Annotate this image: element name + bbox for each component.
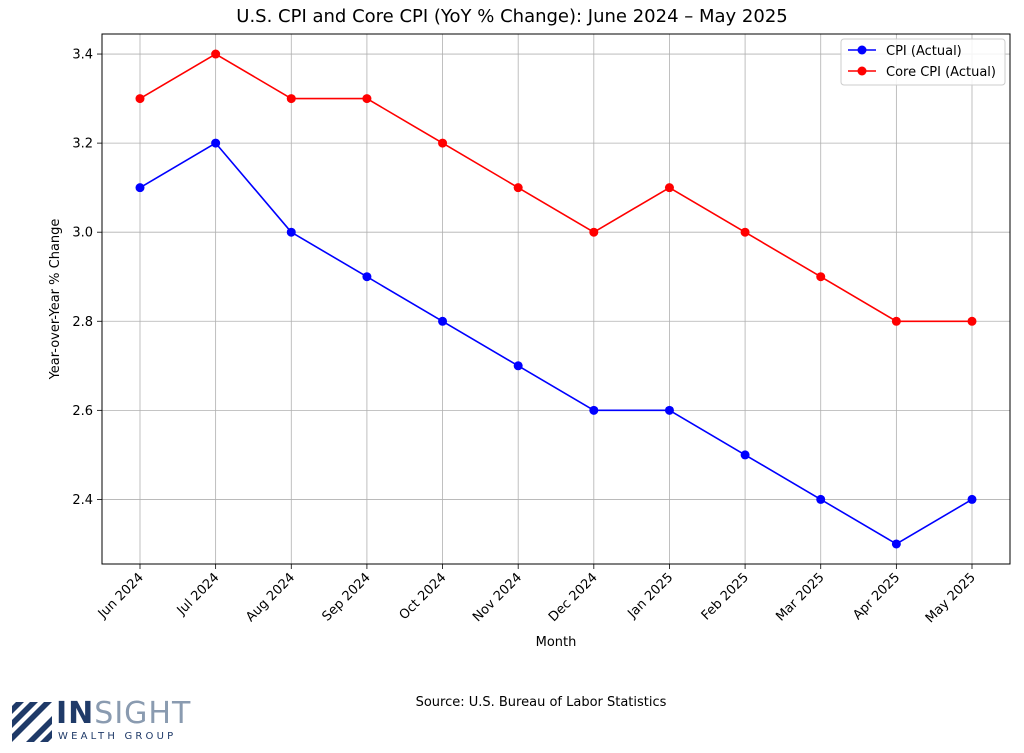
data-point-cpi [438, 316, 448, 326]
logo-wordmark-part2: SIGHT [94, 696, 192, 731]
data-point-core-cpi [286, 94, 296, 104]
y-axis-label: Year-over-Year % Change [48, 219, 63, 381]
data-point-cpi [286, 227, 296, 237]
data-point-cpi [891, 539, 901, 549]
y-tick-label: 2.4 [72, 493, 93, 508]
plot-frame [101, 33, 1011, 565]
data-point-core-cpi [513, 183, 523, 193]
x-tick-label: Dec 2024 [546, 570, 601, 625]
x-tick-label: Feb 2025 [699, 570, 752, 623]
data-point-cpi [967, 494, 977, 504]
data-point-core-cpi [740, 227, 750, 237]
x-tick-label: Jun 2024 [95, 570, 147, 622]
y-tick-label: 3.2 [72, 137, 93, 152]
logo-wordmark: INSIGHT [56, 696, 191, 731]
x-tick-label: Mar 2025 [773, 570, 827, 624]
source-note: Source: U.S. Bureau of Labor Statistics [415, 695, 667, 710]
y-tick-label: 2.8 [72, 315, 93, 330]
data-point-cpi [362, 272, 372, 282]
series-layer [135, 49, 977, 549]
legend-label-core-cpi: Core CPI (Actual) [886, 65, 996, 80]
logo-tagline: WEALTH GROUP [58, 731, 177, 742]
y-tick-label: 3.4 [72, 48, 93, 63]
legend-marker-core-cpi [857, 66, 867, 76]
stripes-logo-icon [12, 702, 52, 742]
data-point-core-cpi [664, 183, 674, 193]
data-point-core-cpi [211, 49, 221, 59]
x-axis-label: Month [536, 635, 577, 650]
data-point-cpi [589, 405, 599, 415]
data-point-cpi [135, 183, 145, 193]
x-tick-label: Apr 2025 [850, 570, 903, 623]
data-point-cpi [513, 361, 523, 371]
grid-lines [102, 34, 1010, 564]
x-tick-label: May 2025 [923, 570, 979, 626]
logo-wordmark-part1: IN [56, 696, 95, 731]
data-point-cpi [740, 450, 750, 460]
data-point-core-cpi [362, 94, 372, 104]
x-tick-label: Jan 2025 [624, 570, 676, 622]
data-point-core-cpi [967, 316, 977, 326]
data-point-cpi [211, 138, 221, 148]
data-point-core-cpi [891, 316, 901, 326]
data-point-cpi [816, 494, 826, 504]
y-tick-label: 3.0 [72, 226, 93, 241]
x-tick-label: Jul 2024 [174, 570, 223, 619]
x-tick-label: Nov 2024 [470, 570, 525, 625]
company-logo: INSIGHT WEALTH GROUP [12, 696, 212, 745]
series-line-cpi [139, 142, 973, 545]
y-tick-label: 2.6 [72, 404, 93, 419]
legend-label-cpi: CPI (Actual) [886, 44, 962, 59]
x-tick-label: Oct 2024 [397, 570, 450, 623]
x-tick-label: Sep 2024 [319, 570, 373, 624]
data-point-core-cpi [135, 94, 145, 104]
x-tick-label: Aug 2024 [243, 570, 298, 625]
data-point-core-cpi [589, 227, 599, 237]
data-point-cpi [664, 405, 674, 415]
series-line-core-cpi [139, 53, 972, 323]
legend: CPI (Actual) Core CPI (Actual) [840, 38, 1006, 86]
legend-box [840, 38, 1006, 86]
legend-marker-cpi [857, 45, 867, 55]
data-point-core-cpi [816, 272, 826, 282]
plot-background [102, 34, 1010, 564]
data-point-core-cpi [438, 138, 448, 148]
chart-title: U.S. CPI and Core CPI (YoY % Change): Ju… [236, 6, 788, 27]
